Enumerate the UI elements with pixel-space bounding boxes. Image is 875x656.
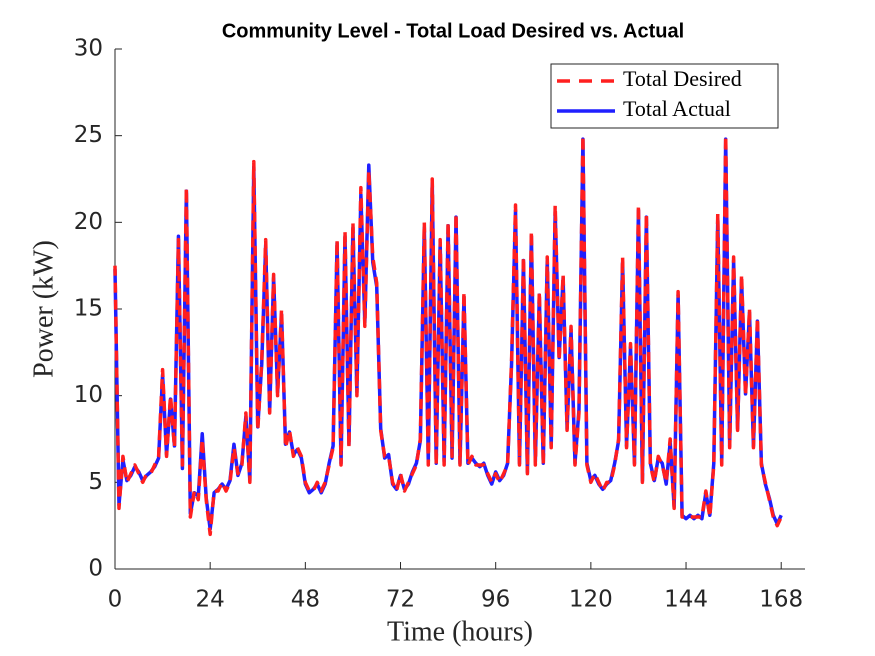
x-axis-label: Time (hours): [387, 616, 533, 647]
x-tick-label: 72: [386, 587, 415, 613]
y-tick-label: 20: [74, 209, 103, 235]
x-tick-label: 96: [481, 587, 510, 613]
x-tick-label: 168: [759, 587, 803, 613]
y-tick-label: 15: [74, 296, 103, 322]
y-tick-label: 0: [88, 556, 103, 582]
x-tick-label: 48: [291, 587, 320, 613]
legend-box: [550, 63, 779, 129]
chart-title: Community Level - Total Load Desired vs.…: [222, 20, 684, 42]
y-axis-label: Power (kW): [28, 240, 59, 378]
x-tick-label: 0: [108, 587, 123, 613]
x-tick-label: 24: [196, 587, 225, 613]
y-tick-label: 30: [74, 36, 103, 62]
y-tick-label: 10: [74, 382, 103, 408]
y-tick-label: 25: [74, 122, 103, 148]
series-line: [113, 137, 783, 531]
y-tick-label: 5: [88, 469, 103, 495]
series-line: [113, 133, 783, 537]
x-tick-label: 120: [569, 587, 613, 613]
legend-label: Total Desired: [623, 66, 742, 91]
legend-label: Total Actual: [623, 96, 731, 121]
x-tick-label: 144: [664, 587, 708, 613]
